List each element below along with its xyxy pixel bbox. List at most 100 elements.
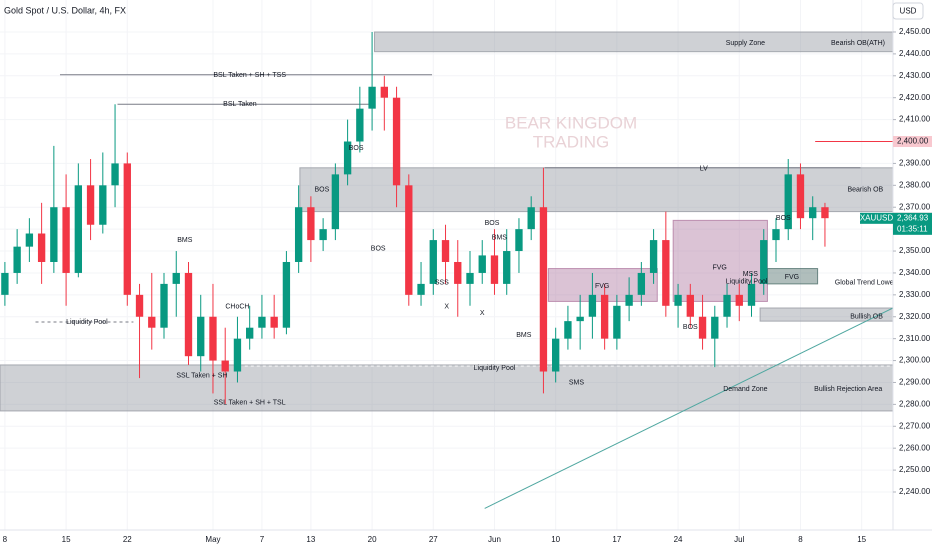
y-tick-label: 2,290.00	[899, 378, 931, 387]
y-tick-label: 2,330.00	[899, 290, 931, 299]
x-tick-label: Jul	[734, 535, 744, 544]
y-tick-label: 2,430.00	[899, 71, 931, 80]
y-tick-label: 2,270.00	[899, 421, 931, 430]
candle-body	[380, 86, 388, 98]
candle-body	[723, 294, 731, 317]
x-tick-label: May	[205, 535, 220, 544]
candle-body	[160, 283, 168, 328]
candle-body	[441, 240, 450, 262]
y-tick-label: 2,350.00	[899, 246, 931, 255]
chart-title: Gold Spot / U.S. Dollar, 4h, FX	[4, 5, 126, 15]
annotation: X	[444, 304, 449, 311]
annotation: Liquidity Pool	[66, 319, 108, 326]
y-tick-label: 2,280.00	[899, 399, 931, 408]
y-tick-label: 2,450.00	[899, 27, 931, 36]
candle-body	[99, 185, 107, 225]
annotation: CHoCH	[225, 304, 249, 311]
candle-body	[637, 272, 646, 295]
candle-body	[282, 261, 291, 328]
annotation: BOS	[371, 246, 386, 253]
annotation: FVG	[595, 283, 609, 290]
candle-body	[356, 108, 364, 142]
candles	[1, 31, 829, 405]
y-tick-label: 2,310.00	[899, 334, 931, 343]
candle-body	[135, 294, 144, 317]
candle-body	[246, 327, 254, 339]
annotation: MSS	[743, 271, 759, 278]
zones	[0, 31, 894, 412]
candle-body	[784, 174, 792, 230]
annotation: Bearish OB(ATH)	[831, 40, 885, 47]
candle-body	[503, 251, 511, 284]
x-tick-label: 27	[429, 535, 438, 544]
candle-body	[454, 261, 462, 284]
candle-body	[25, 233, 34, 247]
candle-body	[294, 207, 303, 262]
y-tick-label: 2,410.00	[899, 115, 931, 124]
candle-body	[62, 207, 70, 273]
candle-body	[86, 185, 95, 225]
annotation: LV	[700, 166, 708, 173]
candle-body	[221, 360, 229, 372]
candle-body	[417, 283, 425, 295]
candle-body	[172, 272, 180, 284]
time-axis-bg	[0, 530, 932, 550]
candle-body	[258, 316, 266, 328]
candle-body	[270, 316, 278, 328]
x-tick-label: 22	[123, 535, 132, 544]
candle-body	[111, 163, 119, 186]
candle-body	[564, 321, 572, 339]
currency-button[interactable]	[892, 2, 924, 20]
candle-body	[233, 338, 242, 372]
candle-body	[821, 207, 829, 219]
candle-body	[50, 207, 58, 262]
candle-body	[307, 207, 315, 241]
x-tick-label: 10	[551, 535, 560, 544]
annotation: SSL Taken + SH + TSL	[214, 400, 286, 407]
annotation: FVG	[785, 274, 799, 281]
zone	[0, 364, 894, 412]
candle-body	[760, 240, 768, 284]
y-tick-label: 2,390.00	[899, 159, 931, 168]
candle-body	[527, 207, 535, 230]
price-axis-bg	[893, 0, 932, 550]
candle-body	[649, 240, 658, 273]
annotation: BMS	[177, 237, 193, 244]
annotation: BMS	[516, 332, 532, 339]
annotation: BOS	[776, 215, 791, 222]
countdown: 01:35:11	[897, 224, 928, 233]
annotation: Bearish OB	[847, 187, 883, 194]
annotation: Liquidity Pool	[474, 365, 516, 372]
candle-body	[698, 316, 707, 339]
y-tick-label: 2,420.00	[899, 93, 931, 102]
y-tick-label: 2,320.00	[899, 312, 931, 321]
y-tick-label: 2,340.00	[899, 268, 931, 277]
annotations: Supply Zone Bearish OB(ATH) BSL Taken + SH…	[66, 40, 896, 407]
price-tag	[893, 136, 932, 148]
symbol-label: XAUUSD	[860, 213, 894, 222]
watermark-text: BEAR KINGDOM	[505, 113, 637, 132]
candle-body	[478, 255, 486, 273]
y-tick-label: 2,250.00	[899, 465, 931, 474]
x-tick-label: 7	[260, 535, 265, 544]
x-tick-label: 13	[306, 535, 315, 544]
axes: 2,240.00 2,250.00 2,260.00 2,270.00 2,280.00…	[3, 27, 932, 544]
candle-body	[576, 316, 584, 322]
currency[interactable]: USD	[900, 7, 917, 16]
candle-body	[148, 316, 156, 328]
y-tick-label: 2,260.00	[899, 443, 931, 452]
candle-body	[1, 272, 9, 295]
x-tick-label: 24	[674, 535, 683, 544]
candle-body	[809, 207, 817, 219]
annotation: Demand Zone	[723, 386, 767, 393]
candle-body	[74, 185, 83, 273]
annotation: SSS	[435, 280, 449, 287]
candle-body	[735, 294, 743, 306]
x-tick-label: 8	[798, 535, 803, 544]
candle-body	[392, 97, 401, 186]
candle-body	[772, 229, 780, 241]
annotation: BMS	[492, 235, 508, 242]
